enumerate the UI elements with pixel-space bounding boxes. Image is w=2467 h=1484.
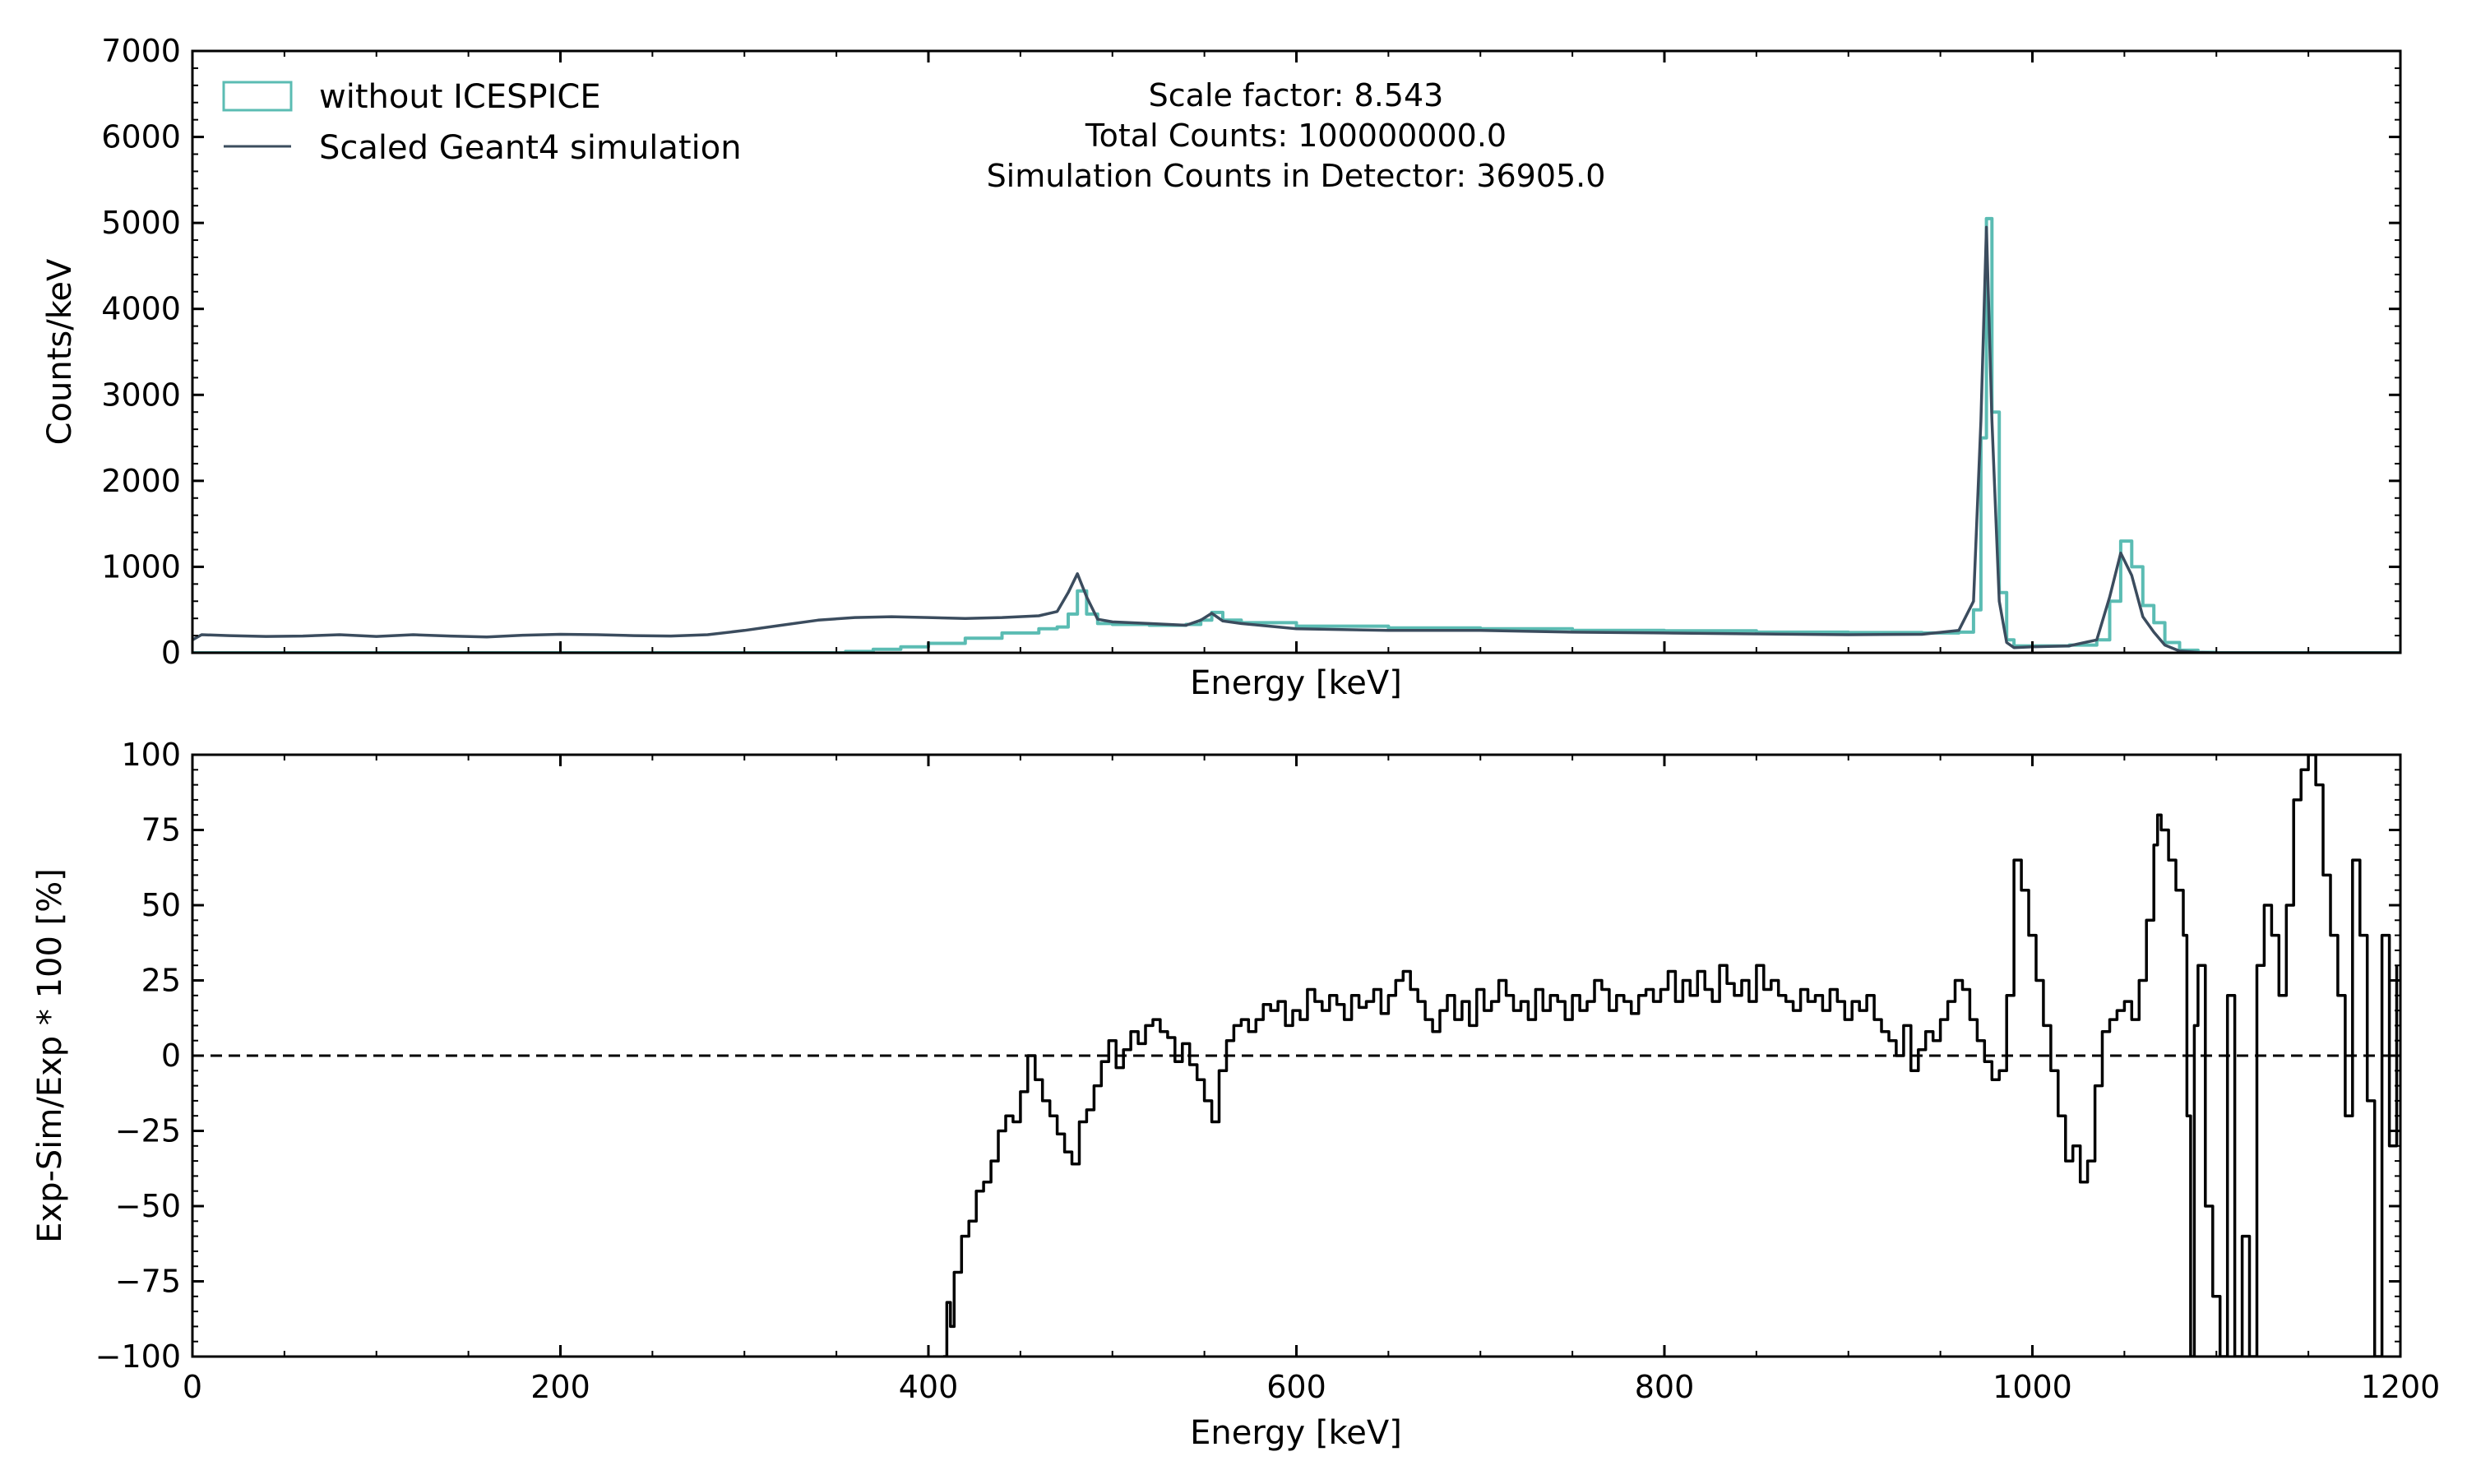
spectrum-series-1-line [192, 225, 2400, 653]
residual-x-tick-label: 0 [183, 1369, 202, 1405]
spectrum-y-tick-label: 4000 [101, 291, 181, 327]
residual-y-tick-label: 0 [161, 1038, 181, 1074]
residual-y-tick-label: −25 [115, 1113, 181, 1149]
spectrum-panel: 0 1000 2000 3000 4000 5000 6000 7000 Energy [ke… [41, 33, 2402, 702]
residual-y-tick-label: 100 [121, 737, 181, 773]
residual-x-tick-label: 800 [1635, 1369, 1695, 1405]
residual-x-tick-label: 600 [1266, 1369, 1326, 1405]
spectrum-y-tick-label: 2000 [101, 463, 181, 499]
spectrum-y-tick-label: 0 [161, 635, 181, 671]
residual-x-tick-label: 1200 [2361, 1369, 2441, 1405]
residual-y-tick-label: −50 [115, 1188, 181, 1224]
spectrum-series [192, 216, 2400, 653]
spectrum-y-axis-label: Counts/keV [41, 258, 79, 445]
residual-frame [191, 753, 2402, 1358]
spectrum-y-tick-label: 7000 [101, 33, 181, 69]
residual-y-tick-label: −75 [115, 1264, 181, 1300]
spectrum-x-axis-label: Energy [keV] [1190, 664, 1402, 702]
residual-y-tick-label: 75 [141, 812, 181, 848]
legend-label-experiment: without ICESPICE [319, 78, 601, 116]
legend: without ICESPICE Scaled Geant4 simulatio… [222, 78, 742, 167]
residual-x-axis-label: Energy [keV] [1190, 1414, 1402, 1452]
annotation-simulation-counts: Simulation Counts in Detector: 36905.0 [987, 158, 1606, 194]
residual-x-tick-label: 400 [899, 1369, 959, 1405]
spectrum-y-tick-label: 6000 [101, 119, 181, 155]
annotation-total-counts: Total Counts: 100000000.0 [1085, 118, 1507, 154]
simulation-info-annotation: Scale factor: 8.543 Total Counts: 100000… [987, 77, 1606, 194]
residual-y-tick-label: 50 [141, 887, 181, 923]
spectrum-y-tick-label: 3000 [101, 377, 181, 413]
spectrum-series-0-line [192, 216, 2400, 653]
legend-swatch-experiment [222, 81, 293, 112]
residual-series-0-line [942, 755, 2399, 1357]
legend-label-simulation: Scaled Geant4 simulation [319, 129, 742, 167]
residual-y-tick-label: −100 [95, 1338, 181, 1375]
residual-x-tick-label: 1000 [1993, 1369, 2072, 1405]
residual-y-tick-label: 25 [141, 963, 181, 999]
spectrum-y-tick-label: 5000 [101, 205, 181, 241]
spectrum-ticks: 0 1000 2000 3000 4000 5000 6000 7000 [101, 33, 2402, 671]
annotation-scale-factor: Scale factor: 8.543 [1149, 77, 1444, 113]
spectrum-y-tick-label: 1000 [101, 548, 181, 585]
residual-series [192, 755, 2400, 1357]
spectrum-frame [191, 49, 2402, 654]
residual-y-axis-label: Exp-Sim/Exp * 100 [%] [31, 868, 69, 1243]
residual-x-tick-label: 200 [530, 1369, 590, 1405]
